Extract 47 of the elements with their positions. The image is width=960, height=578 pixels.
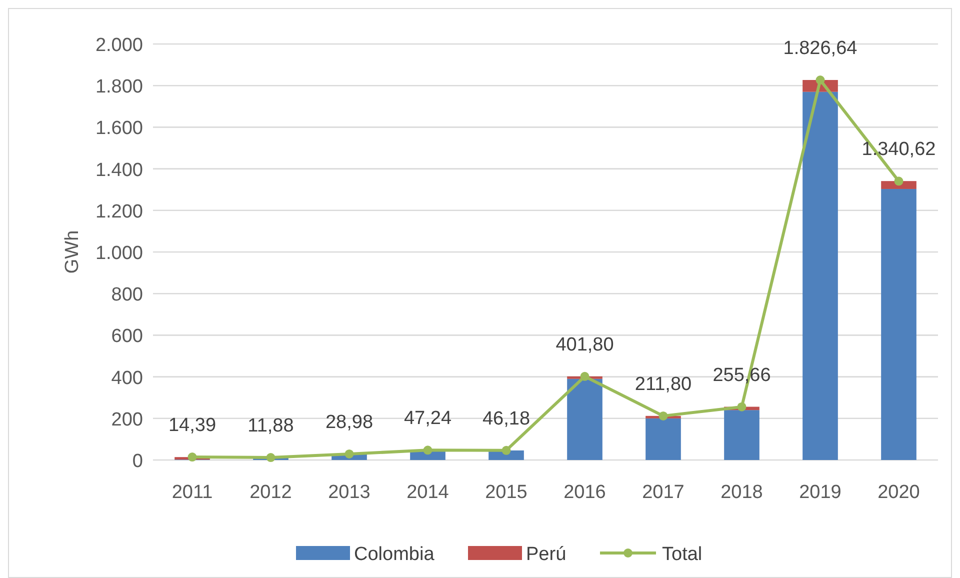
- point: [266, 453, 276, 462]
- data-label: 46,18: [482, 408, 530, 430]
- y-tick-label: 1.000: [95, 243, 143, 264]
- y-tick-label: 1.600: [95, 118, 143, 140]
- y-tick-label: 2.000: [95, 35, 143, 56]
- data-label: 401,80: [556, 334, 614, 356]
- y-tick-label: 800: [111, 284, 143, 306]
- x-tick-label: 2016: [564, 482, 606, 503]
- legend-label: Perú: [526, 544, 566, 565]
- y-tick-label: 1.400: [95, 160, 143, 181]
- point: [737, 402, 746, 412]
- point: [423, 446, 432, 455]
- bar: [567, 378, 602, 460]
- bar: [724, 410, 760, 460]
- y-tick-label: 1.200: [95, 201, 143, 222]
- point: [894, 176, 904, 186]
- y-axis-title: GWh: [62, 230, 83, 274]
- data-label: 28,98: [325, 412, 374, 433]
- y-tick-label: 600: [111, 326, 143, 348]
- y-tick-label: 0: [132, 451, 143, 472]
- bar: [646, 418, 681, 460]
- point: [816, 76, 825, 85]
- x-tick-label: 2018: [720, 482, 763, 503]
- legend-label: Colombia: [354, 544, 435, 565]
- x-tick-label: 2017: [642, 482, 684, 503]
- x-tick-label: 2014: [406, 482, 450, 503]
- point: [580, 372, 590, 381]
- y-tick-label: 200: [111, 409, 143, 430]
- data-label: 14,39: [168, 415, 216, 436]
- point: [344, 449, 354, 458]
- x-tick-label: 2019: [799, 482, 842, 503]
- x-tick-label: 2011: [172, 482, 213, 503]
- data-label: 1.826,64: [783, 38, 858, 60]
- y-tick-label: 400: [111, 368, 143, 389]
- data-label: 211,80: [634, 374, 692, 395]
- y-tick-label: 1.800: [95, 76, 143, 98]
- bar: [802, 92, 838, 460]
- legend-label: Total: [662, 544, 702, 565]
- point: [188, 452, 197, 462]
- data-label: 47,24: [404, 408, 452, 430]
- point: [658, 411, 668, 420]
- x-tick-label: 2012: [250, 482, 292, 503]
- bar: [881, 188, 916, 460]
- x-tick-label: 2020: [878, 482, 920, 503]
- data-label: 11,88: [248, 416, 294, 437]
- x-tick-label: 2015: [485, 482, 528, 503]
- x-tick-label: 2013: [328, 482, 370, 503]
